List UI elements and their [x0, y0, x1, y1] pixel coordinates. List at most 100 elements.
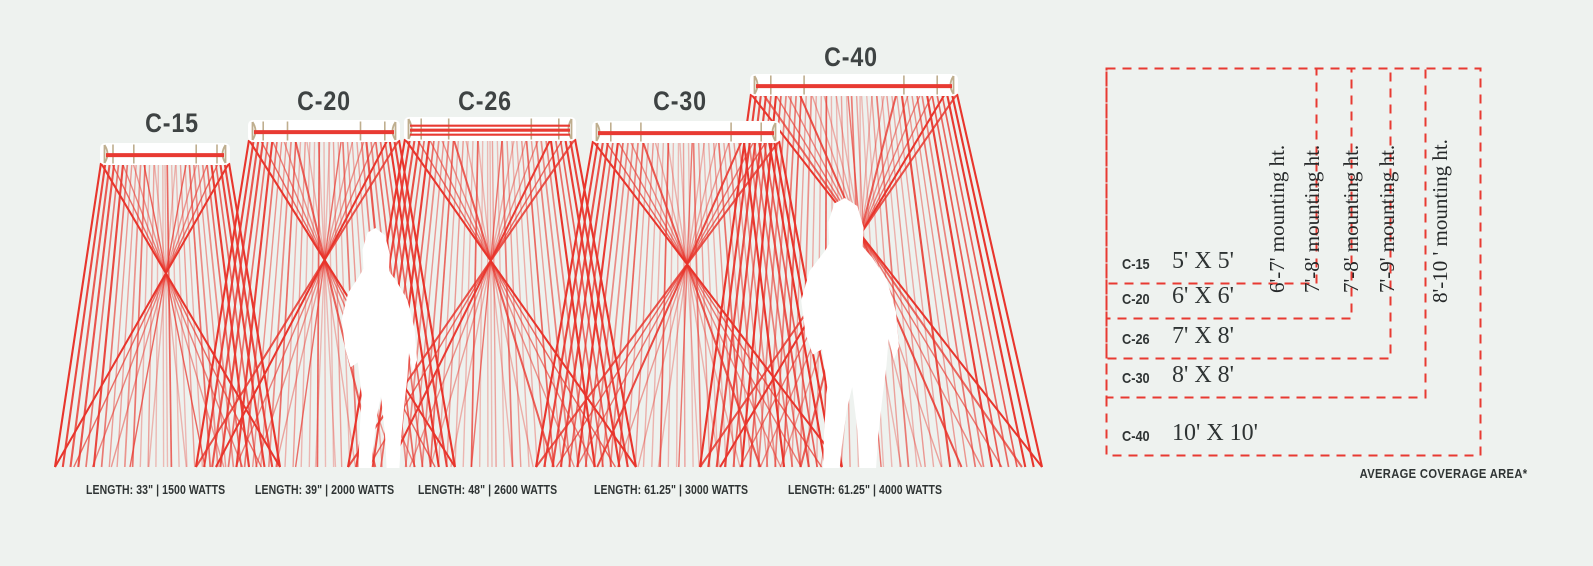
- ray-cross: [576, 140, 755, 468]
- spec-label-c-15: LENGTH: 33" | 1500 WATTS: [86, 483, 226, 497]
- ray-cross: [654, 140, 741, 468]
- ray: [765, 93, 793, 468]
- nested-dashed-boxes: [1105, 67, 1482, 457]
- ray: [219, 139, 265, 468]
- coverage-area-value: 10' X 10': [1172, 420, 1258, 446]
- ray-cross: [132, 162, 225, 468]
- ray: [920, 93, 985, 468]
- ray: [147, 162, 155, 468]
- ray-cross: [440, 138, 575, 468]
- ray: [227, 139, 269, 468]
- ray-cross: [143, 162, 206, 468]
- ray: [906, 93, 960, 468]
- ray: [520, 138, 547, 468]
- ray-cross: [429, 138, 528, 468]
- ray-cross: [452, 138, 555, 468]
- ray: [404, 138, 440, 468]
- ray-groups: [53, 93, 1044, 468]
- ray-cross: [679, 140, 700, 468]
- ray: [179, 162, 196, 468]
- ray: [576, 140, 620, 468]
- ray: [506, 138, 522, 468]
- coverage-area-value: 8' X 8': [1172, 362, 1234, 388]
- ray: [626, 140, 649, 468]
- ray: [175, 162, 188, 468]
- coverage-code: C-26: [1122, 331, 1150, 348]
- ray: [925, 93, 994, 468]
- ray: [900, 93, 952, 468]
- ray-cross: [428, 138, 596, 468]
- ray: [491, 138, 497, 468]
- ray: [543, 140, 600, 468]
- coverage-area-value: 5' X 5': [1172, 248, 1234, 274]
- ray: [332, 139, 343, 468]
- ray: [955, 93, 1044, 468]
- ray-cross: [535, 140, 780, 468]
- coverage-code: C-30: [1122, 370, 1150, 387]
- ray: [92, 162, 125, 468]
- ray: [540, 138, 580, 468]
- ray: [194, 139, 251, 468]
- ray-cross: [73, 162, 219, 468]
- ray: [162, 162, 165, 468]
- unit-title-c-40: C-40: [824, 42, 878, 72]
- ray-cross: [91, 162, 209, 468]
- ray-cross: [388, 138, 552, 468]
- spec-label-c-20: LENGTH: 39" | 2000 WATTS: [255, 483, 395, 497]
- ray: [667, 140, 675, 468]
- mounting-height-c-15: 6'-7' mounting ht.: [1265, 144, 1289, 293]
- ray: [941, 93, 1018, 468]
- ray-cross: [596, 140, 743, 468]
- ray: [155, 162, 160, 468]
- ray-cross: [317, 139, 337, 468]
- ray: [437, 138, 460, 468]
- ray: [593, 140, 630, 468]
- ray: [446, 138, 464, 468]
- ray: [123, 162, 142, 468]
- coverage-code: C-40: [1122, 428, 1150, 445]
- ray: [170, 162, 180, 468]
- ray: [791, 93, 807, 468]
- ray: [206, 162, 243, 468]
- ray: [235, 139, 274, 468]
- ray: [911, 93, 968, 468]
- ray: [252, 139, 283, 468]
- ray: [945, 93, 1027, 468]
- ray-cross: [592, 140, 843, 468]
- ray-cross: [148, 162, 177, 468]
- fixture-c-40: [750, 74, 958, 96]
- ray: [682, 140, 686, 468]
- spec-label-c-30: LENGTH: 61.25" | 3000 WATTS: [594, 483, 749, 497]
- ray: [267, 139, 293, 468]
- ray-cross: [774, 93, 1003, 468]
- ray: [617, 140, 645, 468]
- ray: [413, 138, 445, 468]
- ray: [950, 93, 1035, 468]
- ray: [698, 93, 753, 468]
- ray-cross: [762, 93, 1023, 468]
- ray: [61, 162, 107, 468]
- ray: [203, 139, 255, 468]
- ray: [749, 93, 782, 468]
- ray: [545, 138, 588, 468]
- coverage-box-c-40: [1105, 67, 1482, 457]
- ray-cross: [110, 162, 198, 468]
- ray: [891, 93, 935, 468]
- ray-cross: [416, 138, 616, 468]
- ray: [479, 138, 484, 468]
- ray: [564, 138, 621, 468]
- mounting-height-c-30: 7'-9' mounting ht.: [1375, 144, 1399, 293]
- ray-cross: [153, 162, 187, 468]
- coverage-area-chart: C-15 5' X 5' C-20 6' X 6' C-26 7' X 8' C-30 8' …: [1090, 0, 1593, 566]
- ray-cross: [54, 162, 230, 468]
- ray: [732, 93, 772, 468]
- ray: [675, 140, 680, 468]
- unit-title-c-15: C-15: [145, 108, 199, 138]
- coverage-box-c-30: [1105, 67, 1427, 399]
- ray-cross: [306, 139, 357, 468]
- ray-cross: [750, 93, 1043, 468]
- ray: [559, 138, 613, 468]
- ray-cross: [121, 162, 244, 468]
- ray: [559, 140, 610, 468]
